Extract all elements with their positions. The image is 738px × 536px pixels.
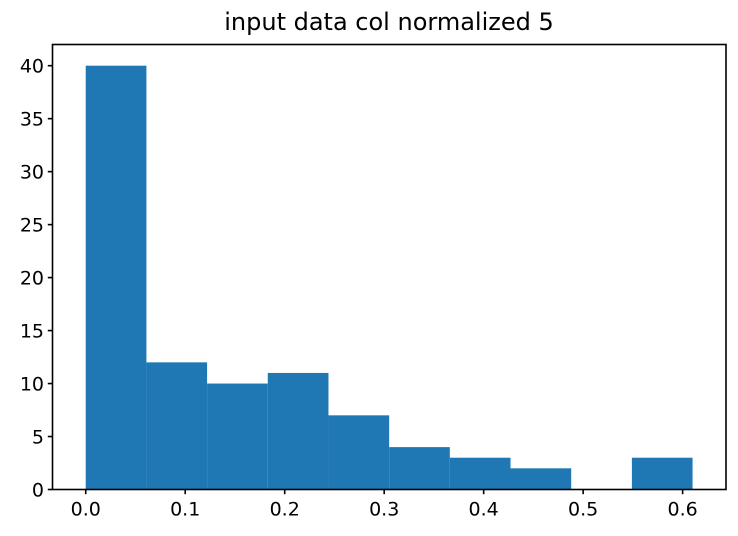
histogram-bar [328, 415, 390, 490]
histogram-bar [267, 372, 329, 490]
y-tick-label: 10 [20, 374, 44, 396]
histogram-bar [207, 383, 268, 490]
plot-border [51, 43, 727, 491]
x-tick-label: 0.0 [71, 499, 101, 521]
y-tick-label: 30 [20, 162, 44, 184]
x-tick-label: 0.5 [568, 499, 598, 521]
x-tick-label: 0.1 [170, 499, 200, 521]
x-tick-label: 0.6 [668, 499, 698, 521]
y-tick-label: 25 [20, 215, 44, 237]
bars-group [85, 65, 693, 490]
histogram-bar [146, 362, 208, 490]
x-tick-label: 0.4 [469, 499, 499, 521]
y-tick-label: 5 [32, 427, 44, 449]
histogram-bar [631, 457, 693, 490]
chart-title: input data col normalized 5 [224, 8, 553, 36]
histogram-bar [510, 468, 572, 490]
y-tick-label: 20 [20, 268, 44, 290]
x-tick-label: 0.3 [369, 499, 399, 521]
histogram-bar [389, 447, 450, 490]
histogram-bar [449, 457, 511, 490]
x-tick-label: 0.2 [270, 499, 300, 521]
y-tick-label: 15 [20, 321, 44, 343]
x-axis: 0.0 0.1 0.2 0.3 0.4 0.5 0.6 [71, 489, 698, 521]
y-tick-label: 40 [20, 56, 44, 78]
y-tick-label: 0 [32, 480, 44, 502]
y-axis: 0 5 10 15 20 25 30 35 40 [20, 56, 53, 502]
histogram-bar [85, 65, 147, 490]
y-tick-label: 35 [20, 109, 44, 131]
